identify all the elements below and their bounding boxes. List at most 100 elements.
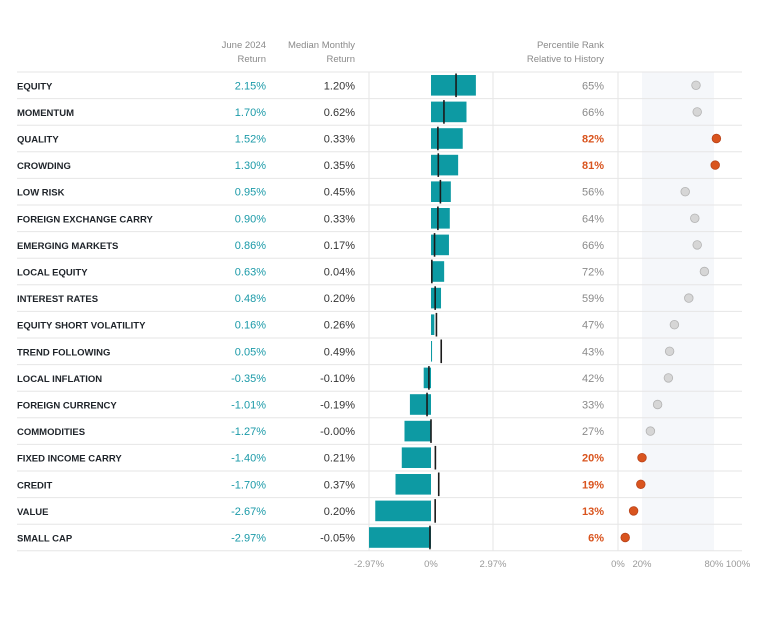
percentile-rank-value: 33% <box>582 400 604 412</box>
median-return-value: 0.33% <box>324 213 355 225</box>
june-return-bar <box>401 447 431 468</box>
percentile-dot <box>652 399 663 410</box>
factor-label: FIXED INCOME CARRY <box>17 454 122 465</box>
june-return-bar <box>431 234 449 256</box>
june-return-bar <box>431 261 445 282</box>
percentile-dot <box>692 107 702 117</box>
factor-label: EQUITY SHORT VOLATILITY <box>17 321 146 332</box>
percentile-dot <box>710 160 720 170</box>
percentile-rank-value: 43% <box>582 346 604 358</box>
rank-axis-tick: 20% <box>632 559 652 570</box>
median-return-value: 0.20% <box>324 506 355 518</box>
percentile-rank-value: 19% <box>582 479 604 491</box>
percentile-rank-value: 66% <box>582 107 604 119</box>
header-median-return: Median Monthly <box>288 40 355 51</box>
june-return-value: 2.15% <box>235 80 266 92</box>
june-return-bar <box>431 208 450 229</box>
median-return-value: 0.62% <box>324 107 355 119</box>
percentile-dot <box>669 320 680 330</box>
june-return-value: 0.86% <box>235 240 266 252</box>
percentile-dot <box>692 240 702 250</box>
percentile-dot <box>680 186 690 197</box>
percentile-rank-value: 20% <box>582 453 604 465</box>
median-return-value: -0.00% <box>320 426 355 438</box>
june-return-value: 1.30% <box>235 160 266 172</box>
june-return-bar <box>431 314 435 335</box>
percentile-dot <box>691 80 701 91</box>
percentile-rank-value: 42% <box>582 373 604 385</box>
factor-label: FOREIGN CURRENCY <box>17 401 117 412</box>
june-return-value: 0.16% <box>235 320 266 332</box>
median-return-value: 0.20% <box>324 293 355 305</box>
june-return-value: 1.52% <box>235 134 266 146</box>
percentile-dot <box>664 346 675 357</box>
percentile-rank-value: 64% <box>582 213 604 225</box>
header-percentile-rank-2: Relative to History <box>527 54 604 65</box>
percentile-dot <box>684 293 694 303</box>
percentile-rank-value: 81% <box>582 160 604 172</box>
june-return-value: 0.63% <box>235 267 266 279</box>
percentile-rank-value: 66% <box>582 240 604 252</box>
rank-axis-tick: 0% <box>611 559 625 570</box>
factor-label: CREDIT <box>17 480 53 491</box>
percentile-dot <box>690 213 700 224</box>
median-return-value: 0.45% <box>324 187 355 199</box>
factor-label: COMMODITIES <box>17 427 85 438</box>
june-return-bar <box>404 420 431 442</box>
factor-label: MOMENTUM <box>17 108 74 119</box>
factor-label: CROWDING <box>17 161 71 172</box>
factor-label: INTEREST RATES <box>17 294 98 305</box>
percentile-dot <box>645 426 656 436</box>
percentile-dot <box>636 479 646 490</box>
percentile-rank-value: 72% <box>582 267 604 279</box>
median-return-value: 0.17% <box>324 240 355 252</box>
median-return-value: 0.49% <box>324 346 355 358</box>
percentile-dot <box>628 506 639 516</box>
factor-label: VALUE <box>17 507 49 518</box>
percentile-rank-value: 6% <box>588 533 604 545</box>
percentile-dot <box>637 453 647 463</box>
percentile-rank-value: 47% <box>582 320 604 332</box>
bar-axis-tick: -2.97% <box>354 559 385 570</box>
median-return-value: 0.04% <box>324 267 355 279</box>
median-return-value: -0.19% <box>320 400 355 412</box>
percentile-dot <box>699 266 710 277</box>
median-return-value: 0.33% <box>324 134 355 146</box>
percentile-dot <box>620 532 630 543</box>
factor-label: LOCAL INFLATION <box>17 374 102 385</box>
median-return-value: 1.20% <box>324 80 355 92</box>
june-return-value: -1.40% <box>231 453 266 465</box>
percentile-dot <box>663 373 674 383</box>
june-return-bar <box>369 527 431 548</box>
median-return-value: 0.35% <box>324 160 355 172</box>
june-return-value: -1.27% <box>231 426 266 438</box>
june-return-bar <box>395 474 431 495</box>
june-return-value: 0.95% <box>235 187 266 199</box>
rank-axis-tick: 100% <box>726 559 751 570</box>
median-return-value: 0.26% <box>324 320 355 332</box>
june-return-bar <box>431 154 459 176</box>
june-return-bar <box>431 75 476 96</box>
percentile-rank-value: 82% <box>582 134 604 146</box>
percentile-dot <box>711 133 722 144</box>
june-return-bar <box>431 341 433 362</box>
factor-label: EQUITY <box>17 81 53 92</box>
percentile-rank-value: 56% <box>582 187 604 199</box>
june-return-bar <box>431 287 442 309</box>
june-return-value: -2.67% <box>231 506 266 518</box>
median-return-value: -0.10% <box>320 373 355 385</box>
factor-label: TREND FOLLOWING <box>17 347 110 358</box>
june-return-value: 0.05% <box>235 346 266 358</box>
rank-axis-tick: 80% <box>704 559 724 570</box>
header-median-return-2: Return <box>326 54 355 65</box>
june-return-value: 0.90% <box>235 213 266 225</box>
percentile-rank-value: 27% <box>582 426 604 438</box>
june-return-value: -0.35% <box>231 373 266 385</box>
june-return-bar <box>423 367 431 389</box>
percentile-rank-value: 59% <box>582 293 604 305</box>
june-return-value: -1.70% <box>231 479 266 491</box>
percentile-rank-value: 65% <box>582 80 604 92</box>
header-june-return: June 2024 <box>222 40 266 51</box>
header-june-return-2: Return <box>237 54 266 65</box>
